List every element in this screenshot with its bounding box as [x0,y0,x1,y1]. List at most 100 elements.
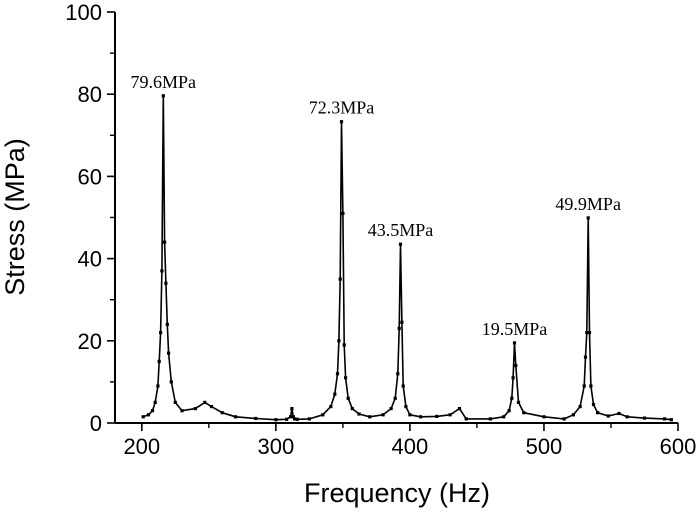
data-point [234,415,238,419]
data-point [397,326,401,331]
x-tick-label: 400 [392,434,429,459]
data-point [606,414,610,418]
data-point [571,413,575,417]
data-point [398,242,403,246]
data-point [321,413,325,417]
data-point [220,411,224,415]
data-point [153,400,157,404]
data-point [350,407,354,411]
data-point [295,417,299,421]
tick-labels: 200 300 400 500 600 0 20 40 60 80 100 [65,0,696,459]
data-point [396,372,400,376]
data-point [511,376,515,380]
data-point [333,392,337,396]
data-point [291,415,295,419]
y-tick-label: 0 [90,411,102,436]
data-point [163,240,167,244]
data-point [401,384,405,388]
data-point [254,416,258,421]
data-point [464,417,468,421]
data-point [502,415,506,419]
data-point [169,380,173,384]
data-point [146,413,151,417]
data-point [274,418,278,422]
data-point [507,409,511,413]
data-point [578,405,582,409]
data-point [342,343,346,347]
peak-annotations: 79.6MPa 72.3MPa 43.5MPa 19.5MPa 49.9MPa [130,72,620,339]
data-point [419,415,423,419]
data-point [617,411,621,416]
data-point [542,415,546,419]
data-point [381,413,385,417]
data-point [141,415,145,419]
data-point [339,120,344,124]
y-tick-label: 80 [78,82,102,107]
data-point [157,359,161,363]
data-point [368,415,372,419]
data-point [583,355,588,359]
data-point [357,412,361,416]
data-point [587,331,592,335]
data-point [180,409,184,413]
data-point [404,405,408,409]
data-point [516,400,521,404]
data-point [156,384,160,388]
x-tick-label: 300 [257,434,294,459]
data-point [346,396,350,400]
data-point [338,277,342,281]
data-point [596,411,600,415]
data-point [389,407,393,411]
y-tick-label: 60 [78,164,102,189]
peak-label: 72.3MPa [309,98,375,118]
data-point [408,413,412,417]
data-point [193,407,197,411]
data-point [642,416,647,420]
data-point [562,417,566,421]
data-point [290,407,294,411]
data-point [335,372,340,376]
data-point [585,331,589,335]
y-tick-label: 20 [78,329,102,354]
data-point [164,281,168,285]
y-axis-title: Stress (MPa) [0,138,30,296]
data-point [448,413,452,417]
data-point [161,94,165,98]
data-point [307,417,311,421]
data-point [435,414,439,418]
data-point [589,384,593,388]
data-point [160,269,164,273]
data-point [663,417,667,421]
data-point [344,376,348,380]
series [141,94,673,422]
data-point [329,405,333,409]
data-point [173,400,177,404]
data-point [522,411,526,415]
data-point [167,351,171,355]
data-point [400,320,404,324]
data-point [582,384,586,388]
data-point [586,216,590,220]
data-point [203,400,207,404]
data-point [488,417,492,421]
data-point [150,409,155,413]
data-point [285,417,289,421]
peak-label: 43.5MPa [368,220,434,240]
data-point [514,363,518,368]
data-point [337,339,341,343]
data-point [669,418,673,422]
data-point [159,331,163,335]
data-point [457,407,462,411]
peak-label: 79.6MPa [130,72,196,92]
data-point [512,341,517,345]
x-tick-label: 200 [123,434,160,459]
data-point [510,396,514,400]
y-tick-label: 40 [78,247,102,272]
data-point [393,396,397,400]
data-point [209,405,214,409]
peak-label: 49.9MPa [555,194,621,214]
data-point [625,415,629,419]
data-point [165,322,169,326]
x-tick-label: 600 [660,434,697,459]
